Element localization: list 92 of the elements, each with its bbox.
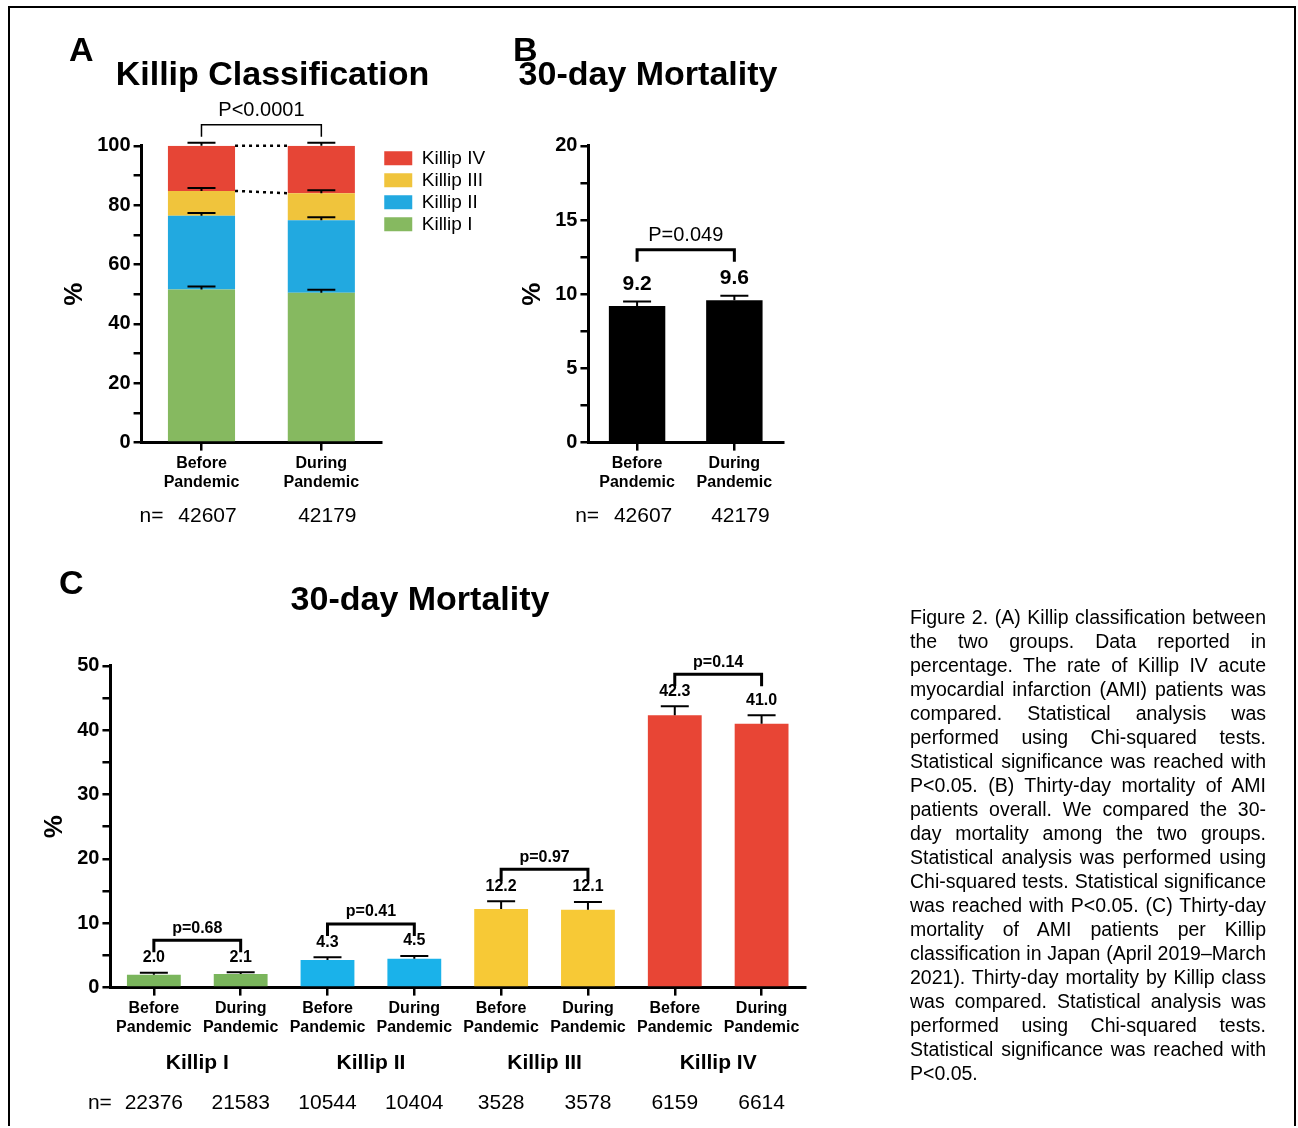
text: P<0.0001	[218, 98, 305, 121]
x-tick-label: Before Pandemic	[116, 998, 192, 1035]
x-tick-label: During Pandemic	[723, 998, 800, 1035]
bar	[387, 958, 442, 987]
chart-title: 30-day Mortality	[290, 578, 550, 617]
y-tick-label: 10	[77, 910, 100, 933]
x-tick-label: During Pandemic	[696, 453, 773, 490]
legend-label: Killip III	[421, 168, 483, 190]
annotation: p=0.97	[519, 847, 570, 865]
text: n=	[87, 1089, 112, 1113]
text: Killip II	[336, 1049, 406, 1073]
y-axis-title: %	[37, 815, 68, 839]
x-tick-label: Before Pandemic	[463, 998, 540, 1035]
legend-label: Killip I	[421, 212, 473, 234]
x-tick-label: During Pandemic	[550, 998, 626, 1035]
bar	[734, 723, 789, 987]
legend-label: Killip II	[421, 190, 478, 212]
data-label: 42.3	[659, 681, 691, 699]
data-label: 12.1	[572, 877, 604, 895]
annotation: p=0.68	[172, 918, 223, 936]
y-tick-label: 0	[566, 430, 578, 453]
bar	[287, 145, 355, 194]
y-tick-label: 20	[555, 133, 578, 156]
text: 6159	[651, 1089, 699, 1113]
text: 21583	[211, 1089, 270, 1113]
text: n=	[139, 502, 164, 526]
y-tick-label: 80	[108, 192, 131, 215]
legend-label: Killip IV	[421, 146, 486, 168]
bar	[287, 220, 355, 293]
data-label: 41.0	[746, 690, 778, 708]
y-tick-label: 30	[77, 782, 100, 805]
text: 42179	[298, 502, 357, 526]
text: 3528	[477, 1089, 525, 1113]
y-tick-label: 40	[77, 717, 100, 740]
text: 22376	[124, 1089, 184, 1113]
y-axis-title: %	[515, 282, 546, 306]
data-label: 4.3	[316, 932, 339, 950]
text: 42179	[711, 502, 770, 526]
text: 6614	[738, 1089, 786, 1113]
data-label: 9.2	[622, 270, 652, 294]
data-label: 4.5	[403, 931, 426, 949]
y-tick-label: 0	[88, 975, 100, 998]
bar	[167, 215, 236, 290]
bar	[167, 145, 236, 191]
y-tick-label: 10	[555, 281, 578, 304]
bar	[167, 190, 236, 216]
annotation: p=0.41	[345, 902, 397, 920]
text: 42607	[613, 502, 673, 526]
data-label: 12.2	[485, 876, 517, 894]
y-tick-label: 15	[555, 207, 578, 230]
bar	[213, 974, 268, 987]
text: Killip III	[507, 1049, 582, 1073]
bar	[474, 909, 529, 987]
x-tick-label: Before Pandemic	[636, 998, 713, 1035]
text: A	[69, 30, 94, 69]
text: n=	[575, 502, 600, 526]
y-tick-label: 20	[77, 846, 100, 869]
x-tick-label: Before Pandemic	[289, 998, 366, 1035]
text: Killip I	[165, 1049, 229, 1073]
y-tick-label: 50	[77, 653, 100, 676]
text: C	[59, 563, 84, 602]
bar	[126, 974, 181, 987]
x-tick-label: During Pandemic	[283, 453, 360, 490]
x-tick-label: Before Pandemic	[599, 453, 675, 490]
data-label: 2.0	[142, 948, 166, 966]
bar	[167, 289, 236, 442]
text: Killip IV	[679, 1049, 757, 1073]
data-label: 2.1	[229, 947, 252, 965]
text: 10544	[298, 1089, 358, 1113]
chart-title: Killip Classification	[115, 53, 430, 92]
y-tick-label: 20	[108, 370, 131, 393]
x-tick-label: During Pandemic	[376, 998, 453, 1035]
y-tick-label: 5	[566, 355, 578, 378]
text: 10404	[385, 1089, 444, 1113]
y-tick-label: 100	[97, 133, 131, 156]
y-tick-label: 40	[108, 311, 131, 334]
text: 3578	[564, 1089, 612, 1113]
data-label: 9.6	[719, 264, 749, 288]
x-tick-label: Before Pandemic	[163, 453, 240, 490]
y-axis-title: %	[57, 282, 88, 306]
bar	[561, 909, 615, 987]
text: 42607	[178, 502, 237, 526]
bar	[287, 193, 355, 221]
x-tick-label: During Pandemic	[202, 998, 279, 1035]
text: Figure 2. (A) Killip classification between the two groups. Data reported in percentage. The rate of Killip IV acute myocardial infarction (AMI) patients was compared. Statistical analysis was performed using Chi-squared tests. Statistical significance was reached with P<0.05. (B) Thirty-day mortality of AMI patients overall. We compared the 30-day mortality among the two groups. Statistical analysis was performed using Chi-squared tests. Statistical significance was reached with P<0.05. (C) Thirty-day mortality of AMI patients per Killip classification in Japan (April 2019–March 2021). Thirty-day mortality by Killip class was compared. Statistical analysis was performed using Chi-squared tests. Statistical significance was reached with P<0.05.	[910, 606, 1266, 1084]
y-tick-label: 60	[108, 252, 131, 275]
bar	[300, 959, 355, 987]
y-tick-label: 0	[119, 430, 131, 453]
bar	[647, 715, 702, 987]
annotation: P=0.049	[648, 223, 724, 246]
annotation: p=0.14	[693, 652, 744, 670]
bar	[287, 292, 355, 442]
